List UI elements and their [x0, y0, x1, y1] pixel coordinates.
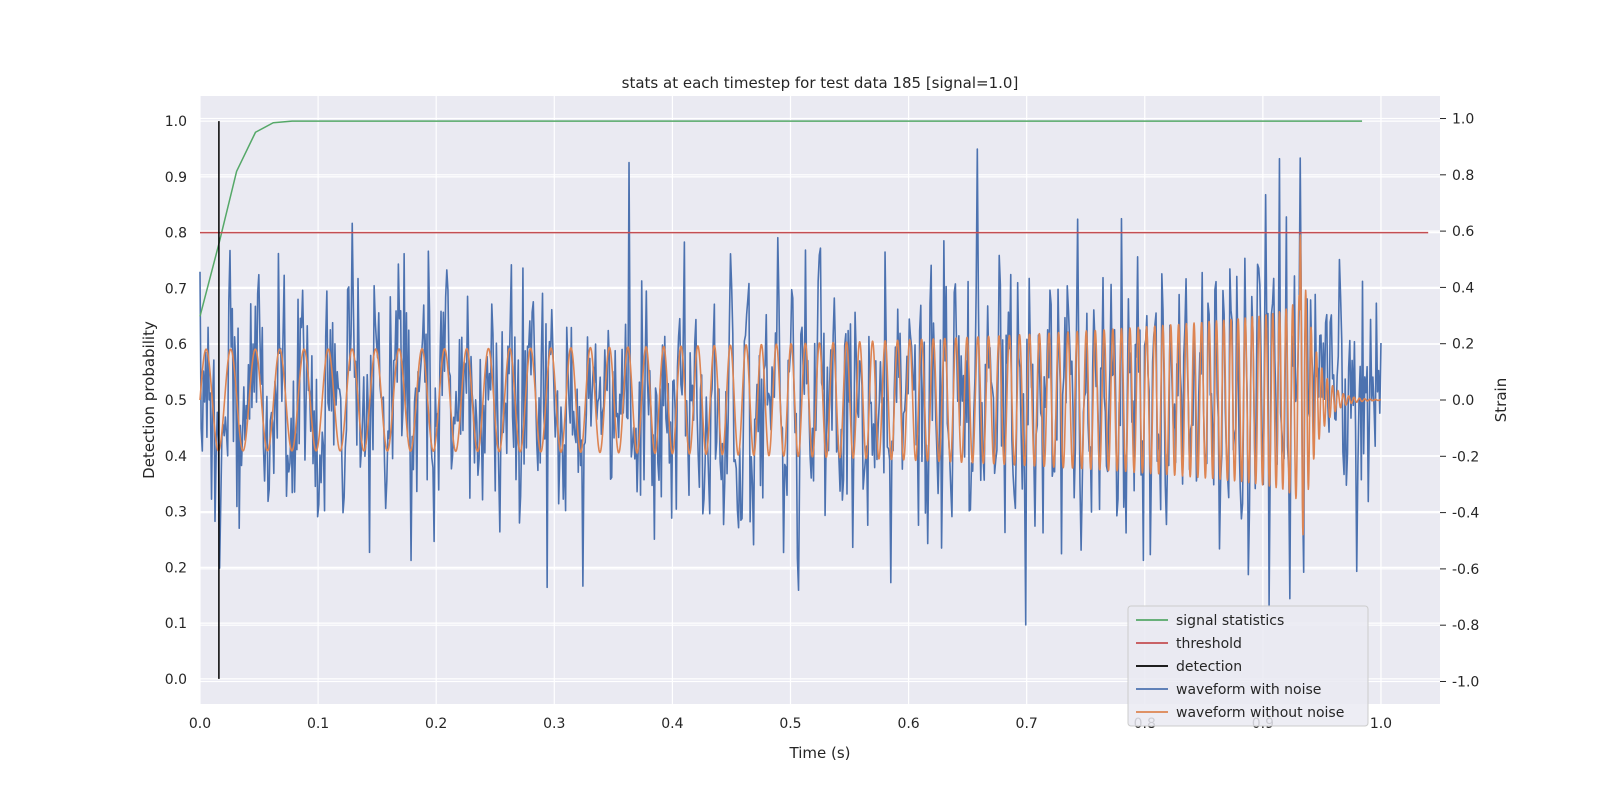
y-tick-label: 0.7 — [165, 281, 187, 297]
y2-tick-label: -0.6 — [1452, 562, 1479, 578]
x-tick-label: 0.7 — [1016, 716, 1038, 732]
chart-title: stats at each timestep for test data 185… — [622, 74, 1019, 92]
y-tick-label: 0.8 — [165, 226, 187, 242]
series-waveform-without-noise — [199, 234, 1382, 536]
y-tick-label: 0.1 — [165, 616, 187, 632]
y-tick-label: 0.4 — [165, 449, 187, 465]
legend-label: detection — [1176, 659, 1242, 675]
y2-tick-label: 0.0 — [1452, 393, 1474, 409]
y-tick-label: 0.5 — [165, 393, 187, 409]
y2-tick-label: 0.4 — [1452, 280, 1474, 296]
y2-tick-label: -0.4 — [1452, 506, 1479, 522]
y-tick-label: 0.0 — [165, 672, 187, 688]
y2-tick-label: -0.8 — [1452, 618, 1479, 634]
y-tick-label: 0.9 — [165, 170, 187, 186]
y2-tick-label: 0.2 — [1452, 337, 1474, 353]
x-tick-label: 0.5 — [779, 716, 801, 732]
x-tick-label: 1.0 — [1370, 716, 1392, 732]
series-signal-statistics — [199, 120, 1363, 317]
legend: signal statistics threshold detection wavef… — [1127, 605, 1369, 727]
x-tick-label: 0.6 — [897, 716, 919, 732]
y-tick-label: 0.6 — [165, 337, 187, 353]
y2-tick-label: 1.0 — [1452, 112, 1474, 128]
x-axis-label: Time (s) — [789, 744, 851, 762]
y2-axis-label: Strain — [1492, 378, 1510, 422]
y2-tick-label: -1.0 — [1452, 674, 1479, 690]
x-tick-label: 0.2 — [425, 716, 447, 732]
legend-label: signal statistics — [1176, 613, 1284, 629]
legend-frame — [1127, 605, 1369, 727]
y-tick-label: 0.2 — [165, 560, 187, 576]
y-axis-label: Detection probability — [140, 321, 158, 479]
x-tick-label: 0.1 — [307, 716, 329, 732]
x-tick-label: 0.0 — [189, 716, 211, 732]
legend-label: waveform without noise — [1176, 705, 1344, 721]
y2-tick-label: 0.6 — [1452, 224, 1474, 240]
y2-tick-label: -0.2 — [1452, 449, 1479, 465]
ticks: 0.0 0.1 0.2 0.3 0.4 0.5 0.6 0.7 0.8 0.9 1.0 0.0 0.1 0… — [165, 112, 1480, 732]
y-tick-label: 0.3 — [165, 505, 187, 521]
y-tick-label: 1.0 — [165, 114, 187, 130]
x-tick-label: 0.4 — [661, 716, 683, 732]
y2-tick-label: 0.8 — [1452, 168, 1474, 184]
legend-label: waveform with noise — [1176, 682, 1321, 698]
legend-label: threshold — [1176, 636, 1242, 652]
series-layer — [199, 120, 1429, 679]
x-tick-label: 0.3 — [543, 716, 565, 732]
